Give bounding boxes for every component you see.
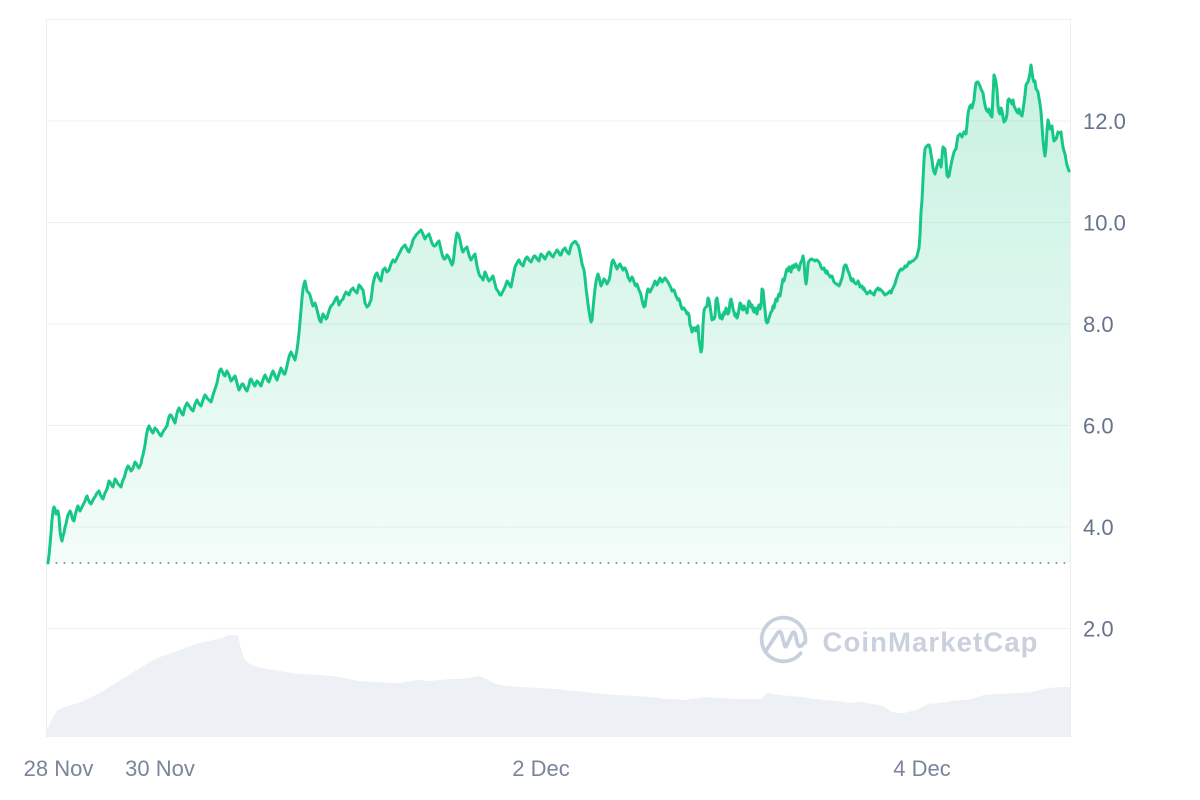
svg-text:8.0: 8.0 [1083,312,1114,337]
svg-text:28 Nov: 28 Nov [24,756,94,781]
svg-text:4.0: 4.0 [1083,515,1114,540]
svg-text:2 Dec: 2 Dec [512,756,569,781]
svg-text:10.0: 10.0 [1083,211,1126,236]
svg-text:4 Dec: 4 Dec [893,756,950,781]
svg-text:2.0: 2.0 [1083,617,1114,642]
svg-text:CoinMarketCap: CoinMarketCap [823,627,1039,658]
svg-text:30 Nov: 30 Nov [125,756,195,781]
svg-text:12.0: 12.0 [1083,109,1126,134]
svg-text:6.0: 6.0 [1083,414,1114,439]
